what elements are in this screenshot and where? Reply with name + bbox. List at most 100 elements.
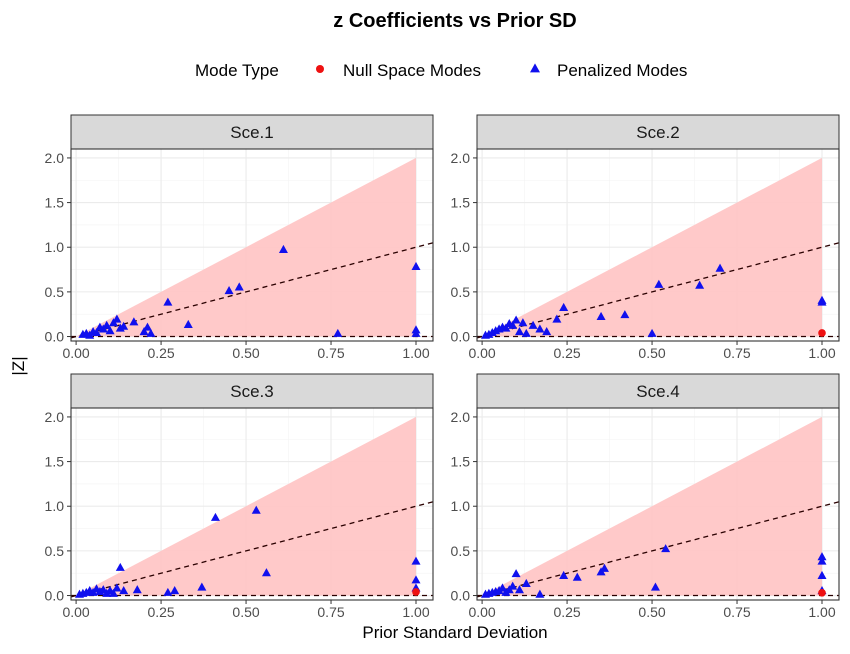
penalized-mode-point — [411, 575, 421, 584]
y-tick-label: 1.0 — [45, 239, 65, 255]
y-tick-label: 0.5 — [45, 284, 65, 300]
x-tick-label: 0.00 — [62, 604, 89, 620]
y-tick-label: 1.5 — [451, 454, 471, 470]
x-tick-label: 0.50 — [638, 345, 665, 361]
penalized-mode-point — [112, 583, 122, 592]
x-tick-label: 0.75 — [723, 345, 750, 361]
penalized-mode-point — [139, 327, 149, 336]
facet-strip-label: Sce.4 — [636, 382, 679, 401]
facet-panel-3: Sce.3 0.00 0.25 0.50 0.75 1.00 0.0 0.5 1.0 1.5 2.0 — [45, 373, 434, 620]
penalized-mode-point — [817, 556, 827, 565]
penalized-mode-point — [170, 586, 180, 595]
y-tick-label: 2.0 — [45, 409, 65, 425]
x-tick-label: 0.25 — [147, 345, 174, 361]
panel-border — [70, 148, 434, 342]
y-tick-label: 0.0 — [451, 329, 471, 345]
x-axis-title: Prior Standard Deviation — [362, 623, 547, 642]
panel-plot-area — [71, 149, 433, 341]
y-tick-label: 1.0 — [451, 498, 471, 514]
y-tick-label: 2.0 — [451, 409, 471, 425]
penalized-mode-point — [572, 572, 582, 581]
facet-strip-label: Sce.2 — [636, 123, 679, 142]
penalized-mode-point — [129, 317, 139, 326]
penalized-mode-point — [654, 279, 664, 288]
x-tick-label: 0.00 — [62, 345, 89, 361]
x-tick-label: 1.00 — [808, 345, 835, 361]
panel-border — [476, 148, 840, 342]
legend-penalized-symbol — [530, 63, 540, 73]
x-tick-label: 0.25 — [553, 604, 580, 620]
penalized-mode-point — [163, 587, 173, 596]
x-tick-label: 0.50 — [232, 604, 259, 620]
y-tick-label: 1.0 — [451, 239, 471, 255]
penalized-mode-point — [119, 321, 129, 330]
penalized-mode-point — [511, 315, 521, 324]
facet-strip — [476, 373, 840, 409]
panel-plot-area — [477, 149, 839, 341]
panel-border — [476, 407, 840, 601]
y-tick-label: 1.5 — [45, 454, 65, 470]
facet-panel-4: Sce.4 0.00 0.25 0.50 0.75 1.00 0.0 0.5 1.0 1.5 2.0 — [451, 373, 840, 620]
y-tick-label: 2.0 — [451, 150, 471, 166]
legend-null-space-symbol — [316, 65, 324, 73]
penalized-mode-point — [511, 569, 521, 578]
penalized-mode-point — [146, 328, 156, 337]
penalized-mode-point — [661, 544, 671, 553]
x-tick-label: 1.00 — [402, 345, 429, 361]
penalized-mode-point — [497, 583, 507, 592]
penalized-mode-point — [695, 280, 705, 289]
penalized-mode-point — [647, 328, 657, 337]
x-tick-label: 0.75 — [317, 345, 344, 361]
facet-strip — [70, 373, 434, 409]
penalized-mode-point — [163, 297, 173, 306]
penalized-mode-point — [115, 562, 125, 571]
facet-panels: Sce.1 0.00 0.25 0.50 0.75 1.00 0.0 0.5 1.0 1.5 2.0… — [45, 114, 840, 620]
penalized-mode-point — [620, 310, 630, 319]
x-tick-label: 0.25 — [147, 604, 174, 620]
facet-panel-1: Sce.1 0.00 0.25 0.50 0.75 1.00 0.0 0.5 1.0 1.5 2.0 — [45, 114, 434, 361]
penalized-mode-point — [817, 570, 827, 579]
legend-title: Mode Type — [195, 61, 279, 80]
null-space-point — [412, 588, 420, 596]
panel-plot-area — [477, 408, 839, 600]
x-tick-label: 1.00 — [808, 604, 835, 620]
y-tick-label: 1.5 — [451, 195, 471, 211]
penalized-mode-point — [535, 589, 545, 598]
penalized-mode-point — [108, 588, 118, 597]
penalized-mode-point — [411, 261, 421, 270]
penalized-mode-point — [521, 578, 531, 588]
penalized-mode-point — [132, 585, 142, 594]
penalized-mode-point — [650, 582, 660, 591]
penalized-mode-point — [535, 324, 545, 333]
chart-title: z Coefficients vs Prior SD — [333, 10, 576, 32]
x-tick-label: 0.00 — [468, 345, 495, 361]
y-tick-label: 1.0 — [45, 498, 65, 514]
y-tick-label: 0.0 — [45, 588, 65, 604]
y-tick-label: 2.0 — [45, 150, 65, 166]
penalized-mode-point — [411, 556, 421, 565]
facet-strip — [476, 114, 840, 150]
panel-border — [70, 407, 434, 601]
facet-panel-2: Sce.2 0.00 0.25 0.50 0.75 1.00 0.0 0.5 1.0 1.5 2.0 — [451, 114, 840, 361]
shaded-region — [76, 157, 417, 337]
penalized-mode-point — [210, 512, 220, 521]
penalized-mode-point — [521, 328, 531, 337]
penalized-mode-point — [411, 328, 421, 337]
x-tick-label: 1.00 — [402, 604, 429, 620]
penalized-mode-point — [552, 314, 562, 323]
penalized-mode-point — [183, 319, 193, 329]
shaded-region — [76, 416, 417, 596]
x-tick-label: 0.00 — [468, 604, 495, 620]
penalized-mode-point — [518, 318, 528, 327]
penalized-mode-point — [817, 297, 827, 306]
y-tick-label: 0.5 — [451, 543, 471, 559]
legend-penalized-label: Penalized Modes — [557, 61, 687, 80]
penalized-mode-point — [119, 586, 129, 595]
penalized-mode-point — [508, 320, 518, 329]
y-tick-label: 0.5 — [451, 284, 471, 300]
penalized-mode-point — [528, 320, 538, 329]
penalized-mode-point — [234, 282, 244, 291]
penalized-mode-point — [817, 552, 827, 561]
penalized-mode-point — [715, 263, 725, 272]
